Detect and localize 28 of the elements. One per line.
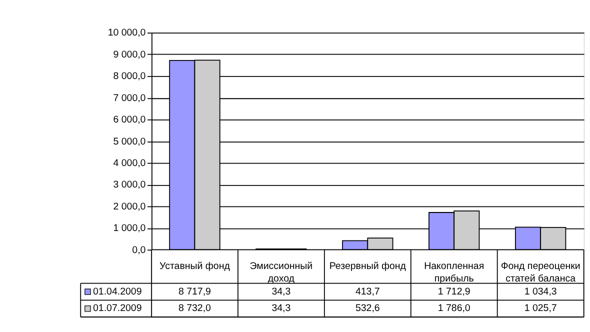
data-label: 413,7 xyxy=(355,286,380,298)
y-tick-label: 5 000,0 xyxy=(113,136,146,148)
x-tick-label: Накопленная прибыль xyxy=(424,261,484,285)
data-label: 1 034,3 xyxy=(524,286,557,298)
data-label: 1 712,9 xyxy=(438,286,470,298)
data-label: 34,3 xyxy=(272,286,291,298)
x-tick-label: Эмиссионный доход xyxy=(250,261,313,285)
y-tick-label: 10 000,0 xyxy=(108,28,146,39)
legend-label: 01.04.2009 xyxy=(93,286,142,298)
y-tick-label: 7 000,0 xyxy=(113,92,146,104)
x-tick-label: Фонд переоценки статей баланса xyxy=(500,261,580,285)
y-tick-label: 2 000,0 xyxy=(113,201,146,212)
y-tick-label: 9 000,0 xyxy=(113,49,146,60)
x-tick-label: Резервный фонд xyxy=(329,261,406,272)
y-tick-label: 4 000,0 xyxy=(113,158,146,169)
data-label: 8 717,9 xyxy=(178,286,211,298)
data-label: 532,6 xyxy=(355,303,380,314)
y-tick-label: 6 000,0 xyxy=(113,114,146,126)
x-tick-label: Уставный фонд xyxy=(160,261,230,272)
y-tick-label: 3 000,0 xyxy=(113,180,146,191)
data-label: 34,3 xyxy=(272,303,291,314)
data-label: 8 732,0 xyxy=(178,303,212,314)
legend-label: 01.07.2009 xyxy=(93,303,142,314)
y-tick-label: 8 000,0 xyxy=(113,71,146,82)
data-label: 1 025,7 xyxy=(524,303,557,314)
y-tick-label: 0,0 xyxy=(132,244,146,256)
y-tick-label: 1 000,0 xyxy=(113,223,146,234)
data-label: 1 786,0 xyxy=(438,303,471,314)
